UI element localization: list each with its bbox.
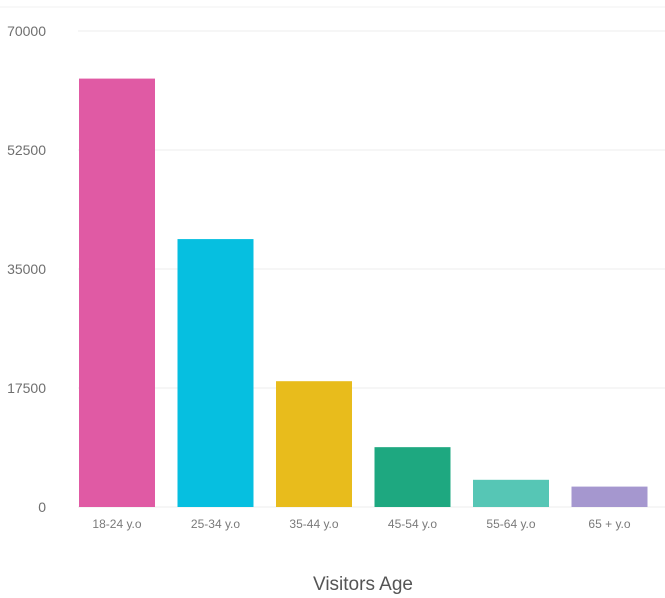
bar-4 — [374, 447, 451, 507]
bar-2 — [177, 239, 254, 507]
bar-3 — [276, 381, 352, 507]
x-category-label: 35-44 y.o — [289, 517, 338, 531]
y-tick-label: 35000 — [7, 261, 46, 277]
y-axis-ticks: 0 17500 35000 52500 70000 — [7, 23, 46, 515]
y-tick-label: 0 — [38, 499, 46, 515]
bars — [79, 78, 648, 507]
x-category-label: 45-54 y.o — [388, 517, 437, 531]
grid-lines — [78, 30, 665, 508]
bar-5 — [473, 479, 549, 507]
y-tick-label: 52500 — [7, 142, 46, 158]
x-category-label: 25-34 y.o — [191, 517, 240, 531]
x-category-label: 18-24 y.o — [92, 517, 141, 531]
y-tick-label: 17500 — [7, 380, 46, 396]
bar-6 — [571, 486, 648, 507]
x-axis-title: Visitors Age — [313, 574, 413, 595]
bar-1 — [79, 78, 155, 507]
y-tick-label: 70000 — [7, 23, 46, 39]
x-category-label: 65 + y.o — [588, 517, 630, 531]
x-axis-labels: 18-24 y.o 25-34 y.o 35-44 y.o 45-54 y.o 55-6… — [92, 517, 630, 531]
x-category-label: 55-64 y.o — [486, 517, 535, 531]
